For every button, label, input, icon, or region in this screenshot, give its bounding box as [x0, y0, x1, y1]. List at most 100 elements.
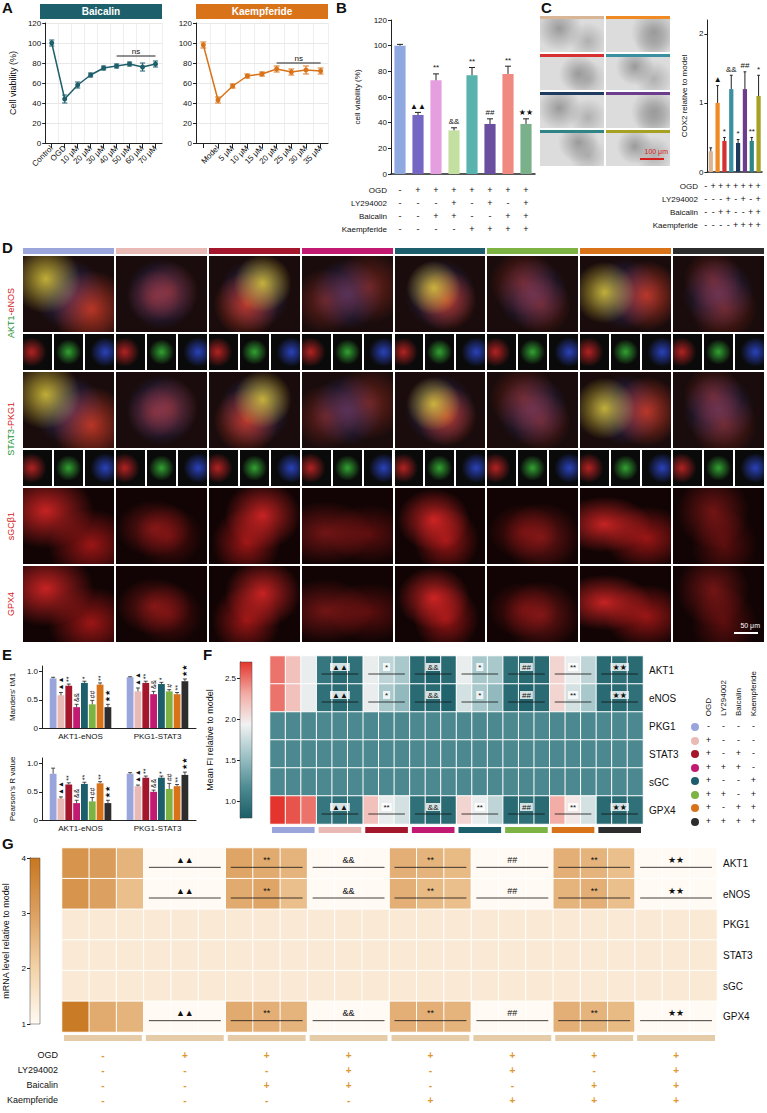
svg-text:3: 3: [22, 909, 27, 918]
svg-text:Mean FI relative to model: Mean FI relative to model: [205, 689, 215, 791]
svg-text:**: **: [591, 855, 599, 865]
svg-text:PKG1-STAT3: PKG1-STAT3: [134, 732, 182, 741]
svg-text:##: ##: [507, 886, 517, 896]
svg-text:eNOS: eNOS: [723, 889, 751, 900]
svg-text:##: ##: [507, 855, 517, 865]
svg-text:##: ##: [89, 690, 96, 698]
svg-text:★★: ★★: [668, 1008, 684, 1018]
svg-text:AKT1-eNOS: AKT1-eNOS: [58, 732, 102, 741]
svg-text:40: 40: [378, 118, 387, 127]
svg-text:PKG1: PKG1: [649, 721, 676, 732]
svg-text:60: 60: [378, 93, 387, 102]
svg-text:mRNA level relative to model: mRNA level relative to model: [1, 883, 11, 999]
svg-text:1.5: 1.5: [225, 756, 237, 765]
svg-text:★★: ★★: [104, 690, 111, 703]
svg-text:**: **: [505, 56, 511, 65]
svg-text:GPX4: GPX4: [723, 1011, 750, 1022]
svg-text:**: **: [263, 886, 271, 896]
svg-text:**: **: [570, 691, 576, 700]
svg-text:40: 40: [32, 99, 41, 108]
svg-text:120: 120: [374, 16, 388, 25]
svg-text:*: *: [478, 663, 481, 672]
svg-text:▲▲: ▲▲: [57, 781, 64, 795]
svg-text:*: *: [158, 771, 165, 774]
svg-text:*: *: [385, 663, 388, 672]
svg-text:▲▲: ▲▲: [332, 803, 348, 812]
svg-text:**: **: [570, 663, 576, 672]
svg-text:#: #: [166, 684, 173, 688]
svg-text:▲▲: ▲▲: [332, 691, 348, 700]
svg-text:20: 20: [183, 119, 192, 128]
svg-text:STAT3: STAT3: [723, 950, 753, 961]
svg-text:0: 0: [699, 168, 704, 177]
svg-text:**: **: [174, 777, 181, 783]
svg-text:2.0: 2.0: [225, 715, 237, 724]
svg-text:**: **: [174, 685, 181, 691]
svg-text:100: 100: [179, 39, 193, 48]
svg-text:&&: &&: [343, 1008, 355, 1018]
svg-text:**: **: [433, 63, 439, 72]
svg-text:0: 0: [383, 170, 388, 179]
svg-text:20: 20: [32, 119, 41, 128]
svg-text:**: **: [383, 803, 389, 812]
svg-text:**: **: [427, 886, 435, 896]
svg-text:##: ##: [166, 773, 173, 781]
svg-text:**: **: [469, 57, 475, 66]
svg-text:1.0: 1.0: [27, 667, 39, 676]
svg-text:35 μM: 35 μM: [302, 144, 324, 166]
svg-text:★★: ★★: [668, 886, 684, 896]
svg-text:Manders' tM1: Manders' tM1: [8, 672, 17, 721]
svg-text:**: **: [477, 803, 483, 812]
svg-text:##: ##: [507, 1008, 517, 1018]
svg-text:*: *: [385, 691, 388, 700]
svg-text:**: **: [591, 1008, 599, 1018]
svg-text:100: 100: [28, 39, 42, 48]
svg-text:**: **: [263, 1008, 271, 1018]
svg-text:##: ##: [522, 803, 531, 812]
svg-text:20: 20: [378, 144, 387, 153]
svg-text:AKT1-eNOS: AKT1-eNOS: [58, 824, 102, 833]
svg-text:★★: ★★: [104, 786, 111, 799]
svg-text:*: *: [723, 127, 726, 136]
svg-text:▲▲: ▲▲: [176, 855, 194, 865]
svg-text:##: ##: [89, 788, 96, 796]
svg-text:&&: &&: [428, 663, 439, 672]
svg-text:120: 120: [179, 19, 193, 28]
svg-text:80: 80: [183, 59, 192, 68]
svg-text:**: **: [65, 775, 72, 781]
svg-text:ns: ns: [132, 47, 140, 56]
svg-text:GPX4: GPX4: [649, 805, 676, 816]
svg-text:★★: ★★: [613, 691, 627, 700]
svg-text:1.0: 1.0: [225, 797, 237, 806]
svg-text:PKG1-STAT3: PKG1-STAT3: [134, 824, 182, 833]
svg-text:**: **: [142, 768, 149, 774]
svg-text:**: **: [65, 676, 72, 682]
svg-text:▲▲: ▲▲: [134, 769, 141, 783]
svg-text:&&: &&: [343, 886, 355, 896]
svg-text:**: **: [263, 855, 271, 865]
svg-text:&&: &&: [428, 691, 439, 700]
svg-text:ns: ns: [294, 54, 302, 63]
svg-text:1: 1: [699, 98, 704, 107]
svg-text:▲▲: ▲▲: [134, 672, 141, 686]
svg-text:0: 0: [34, 816, 39, 825]
svg-text:100: 100: [374, 41, 388, 50]
svg-text:▲▲: ▲▲: [332, 663, 348, 672]
svg-text:4: 4: [22, 854, 27, 863]
svg-text:**: **: [142, 673, 149, 679]
svg-text:**: **: [97, 675, 104, 681]
svg-text:*: *: [757, 65, 760, 74]
svg-text:&&: &&: [449, 117, 460, 126]
svg-text:**: **: [81, 775, 88, 781]
svg-text:&&: &&: [726, 65, 737, 74]
svg-text:**: **: [591, 886, 599, 896]
svg-text:sGC: sGC: [649, 777, 669, 788]
svg-text:80: 80: [378, 67, 387, 76]
svg-text:2: 2: [699, 29, 704, 38]
svg-text:2.5: 2.5: [225, 674, 237, 683]
svg-text:★★: ★★: [181, 758, 188, 771]
svg-text:80: 80: [32, 59, 41, 68]
svg-text:*: *: [737, 129, 740, 138]
svg-text:**: **: [427, 1008, 435, 1018]
svg-text:&&: &&: [150, 778, 157, 788]
